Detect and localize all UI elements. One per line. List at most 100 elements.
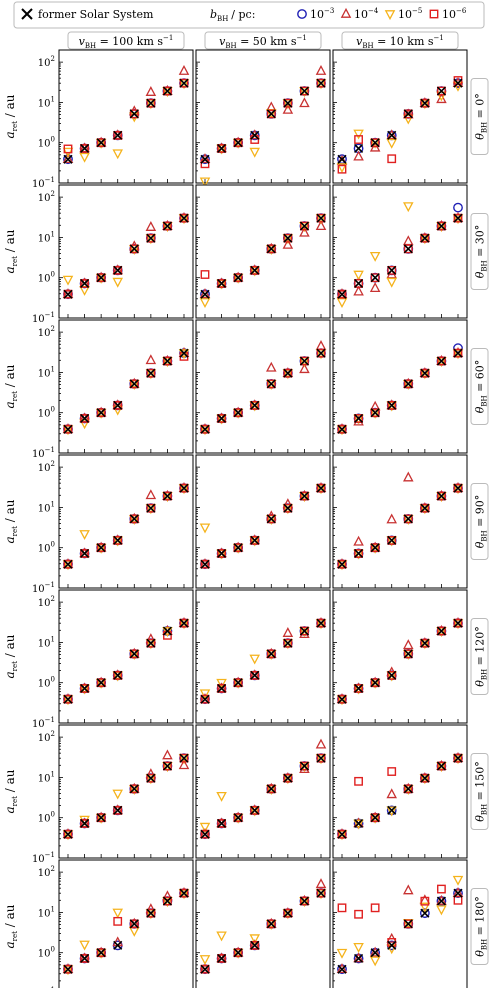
data-point-1e-6 — [233, 408, 243, 418]
column-header-0: vBH = 100 km s−1 — [67, 31, 185, 50]
data-point-1e-4 — [145, 221, 157, 231]
row-strip-frame — [470, 753, 489, 830]
panel-frame — [332, 454, 468, 589]
former-solar-system-point — [146, 638, 156, 648]
former-solar-system-point — [283, 98, 293, 108]
data-point-1e-5 — [336, 948, 348, 959]
data-point-1e-6 — [420, 233, 430, 243]
former-solar-system-point — [354, 818, 364, 828]
former-solar-system-point — [420, 233, 430, 243]
y-tick-label: 100 — [38, 406, 55, 420]
former-solar-system-point — [453, 213, 463, 223]
data-point-1e-4 — [299, 226, 310, 237]
row-strip-text: θBH = 60° — [474, 360, 489, 414]
legend: former Solar System bBH / pc: 10−3 10−4 10−… — [13, 1, 485, 29]
y-tick-label: 100 — [38, 946, 55, 960]
y-tick-label: 101 — [38, 230, 55, 244]
panel-r2-c2 — [332, 319, 468, 454]
former-solar-system-point — [250, 805, 260, 815]
data-point-1e-6 — [283, 773, 293, 783]
column-header-frame — [204, 31, 322, 50]
row-strip-4: θBH = 120° — [470, 618, 489, 695]
data-point-1e-5 — [386, 806, 397, 817]
former-solar-system-point — [316, 753, 326, 763]
data-point-1e-6 — [300, 221, 309, 231]
former-solar-system-point — [162, 221, 172, 231]
data-point-1e-5 — [199, 822, 211, 833]
column-header-1: vBH = 50 km s−1 — [204, 31, 322, 50]
data-point-1e-6 — [354, 684, 363, 693]
data-point-1e-6 — [437, 221, 446, 231]
data-point-1e-5 — [62, 275, 74, 286]
data-point-1e-6 — [63, 694, 73, 704]
former-solar-system-point — [420, 503, 430, 513]
panel-r4-c2 — [332, 589, 468, 724]
data-point-1e-4 — [369, 946, 381, 957]
data-point-1e-6 — [453, 483, 463, 493]
data-point-1e-6 — [453, 753, 463, 763]
data-point-1e-6 — [113, 805, 123, 815]
data-point-1e-6 — [63, 829, 73, 839]
former-solar-system-point — [96, 543, 106, 553]
former-solar-system-point — [162, 626, 172, 636]
former-solar-system-point — [162, 896, 172, 906]
data-point-1e-4 — [353, 952, 364, 963]
former-solar-system-point — [146, 503, 156, 513]
former-solar-system-point — [283, 503, 293, 513]
panel-r6-c2 — [332, 859, 468, 988]
data-point-1e-6 — [217, 819, 226, 828]
y-axis-label: aret / au — [3, 229, 19, 273]
former-solar-system-point — [162, 356, 172, 366]
data-point-1e-6 — [217, 549, 226, 558]
y-tick-label: 10−1 — [32, 446, 55, 460]
former-solar-system-point — [129, 649, 139, 659]
former-solar-system-point — [250, 400, 260, 410]
former-solar-system-point — [316, 618, 326, 628]
former-solar-system-point — [370, 813, 380, 823]
y-axis-label: aret / au — [3, 904, 19, 948]
former-solar-system-point — [283, 908, 293, 918]
data-point-1e-5 — [216, 931, 227, 942]
data-point-1e-6 — [266, 244, 276, 254]
data-point-1e-6 — [80, 819, 89, 828]
former-solar-system-point — [179, 213, 189, 223]
data-point-1e-6 — [113, 130, 123, 140]
former-solar-system-point — [162, 491, 172, 501]
former-solar-system-point — [387, 265, 397, 275]
data-point-1e-5 — [353, 942, 364, 953]
former-solar-system-point — [436, 626, 446, 636]
former-solar-system-point — [354, 278, 364, 288]
former-solar-system-point — [337, 154, 347, 164]
data-point-1e-6 — [337, 424, 347, 434]
data-point-1e-4 — [145, 354, 157, 365]
former-solar-system-point — [403, 109, 413, 119]
data-point-1e-5 — [403, 114, 414, 125]
data-point-1e-6 — [403, 919, 413, 929]
data-point-1e-5 — [199, 689, 211, 700]
legend-label-1e-5: 10−5 — [398, 7, 422, 21]
data-point-1e-6 — [163, 356, 172, 366]
legend-label-1e-6: 10−6 — [442, 7, 467, 21]
former-solar-system-point — [299, 896, 309, 906]
former-solar-system-point — [63, 154, 73, 164]
data-point-1e-6 — [217, 414, 226, 423]
former-solar-system-point — [200, 559, 210, 569]
data-point-1e-6 — [387, 265, 397, 275]
y-axis-label: aret / au — [3, 769, 19, 813]
former-solar-system-point — [453, 753, 463, 763]
data-point-1e-6 — [200, 559, 210, 569]
data-point-1e-6 — [96, 138, 106, 148]
data-point-1e-6 — [354, 414, 363, 423]
former-solar-system-point — [387, 130, 397, 140]
former-solar-system-point — [453, 618, 463, 628]
data-point-1e-6 — [316, 618, 326, 628]
former-solar-system-point — [436, 896, 446, 906]
former-solar-system-point — [96, 138, 106, 148]
data-point-1e-4 — [162, 890, 173, 901]
former-solar-system-point — [96, 273, 106, 283]
y-tick-label: 101 — [38, 770, 55, 784]
data-point-1e-5 — [79, 940, 90, 951]
y-tick-label: 10−1 — [32, 986, 55, 988]
row-strip-3: θBH = 90° — [470, 483, 489, 560]
former-solar-system-point — [403, 649, 413, 659]
